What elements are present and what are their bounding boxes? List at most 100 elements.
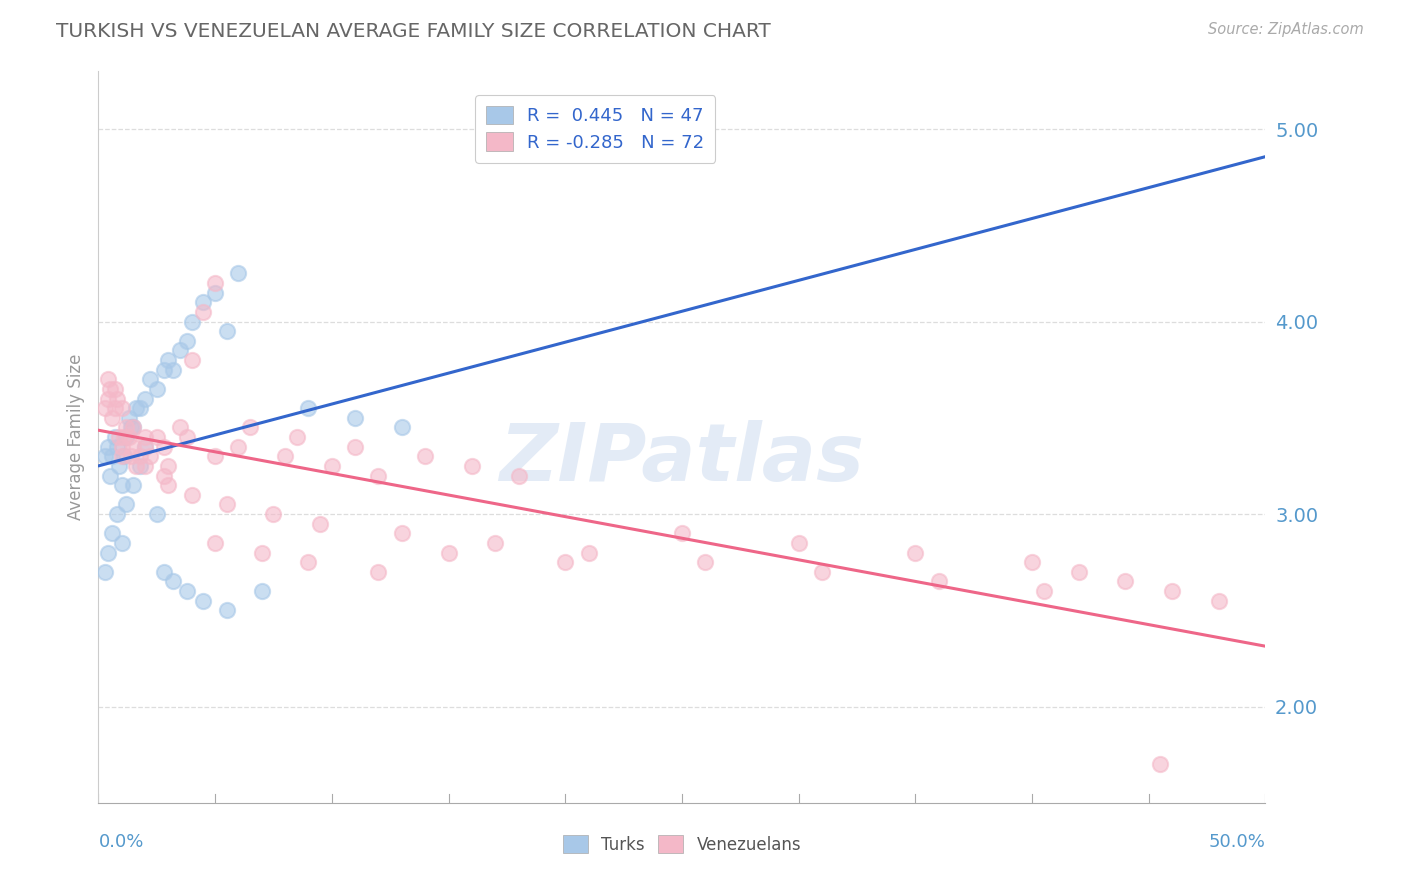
Point [344,410,367,425]
Point [129,458,152,473]
Point [129,450,152,464]
Point [152,565,174,579]
Text: 50.0%: 50.0% [1209,833,1265,851]
Point [111,478,134,492]
Legend: Turks, Venezuelans: Turks, Venezuelans [557,829,807,860]
Point [484,536,506,550]
Point [180,315,202,329]
Point [115,498,138,512]
Point [1208,593,1230,607]
Point [111,536,134,550]
Point [97,440,120,454]
Point [105,440,128,454]
Point [1149,757,1171,772]
Point [101,450,124,464]
Point [97,372,120,386]
Point [228,440,250,454]
Point [176,334,198,348]
Point [274,450,297,464]
Point [139,450,162,464]
Point [152,468,174,483]
Point [204,536,226,550]
Point [461,458,484,473]
Point [104,430,127,444]
Point [1067,565,1090,579]
Point [111,440,134,454]
Point [204,276,226,290]
Point [98,468,121,483]
Point [125,458,148,473]
Point [152,440,174,454]
Point [1114,574,1136,589]
Point [146,382,169,396]
Point [671,526,693,541]
Point [157,458,180,473]
Point [391,526,413,541]
Point [115,420,138,434]
Point [94,450,117,464]
Point [215,603,238,617]
Point [297,555,319,569]
Point [193,295,215,310]
Point [157,478,180,492]
Point [112,450,135,464]
Point [193,305,215,319]
Point [111,450,134,464]
Point [1161,584,1184,599]
Text: 0.0%: 0.0% [98,833,143,851]
Point [176,584,198,599]
Point [105,507,128,521]
Point [122,420,145,434]
Point [97,392,120,406]
Point [180,488,202,502]
Point [162,574,184,589]
Point [122,420,145,434]
Point [101,526,124,541]
Point [134,458,156,473]
Text: ZIPatlas: ZIPatlas [499,420,865,498]
Point [367,468,389,483]
Point [111,401,134,416]
Point [162,362,184,376]
Point [146,507,169,521]
Point [104,401,127,416]
Point [204,450,226,464]
Point [1032,584,1054,599]
Point [169,420,191,434]
Point [344,440,367,454]
Point [98,382,121,396]
Point [928,574,950,589]
Point [134,392,156,406]
Point [101,410,124,425]
Point [134,440,156,454]
Point [391,420,413,434]
Point [122,478,145,492]
Point [125,401,148,416]
Point [139,372,162,386]
Point [250,545,273,559]
Point [578,545,600,559]
Point [129,401,152,416]
Point [554,555,576,569]
Point [115,430,138,444]
Point [215,324,238,338]
Point [108,430,131,444]
Point [321,458,343,473]
Point [152,362,174,376]
Point [193,593,215,607]
Point [97,545,120,559]
Point [122,440,145,454]
Point [120,420,142,434]
Point [262,507,284,521]
Point [180,353,202,368]
Point [134,430,156,444]
Point [437,545,460,559]
Point [413,450,436,464]
Point [120,450,142,464]
Point [297,401,319,416]
Point [204,285,226,300]
Point [118,410,141,425]
Point [695,555,717,569]
Point [108,458,131,473]
Point [285,430,308,444]
